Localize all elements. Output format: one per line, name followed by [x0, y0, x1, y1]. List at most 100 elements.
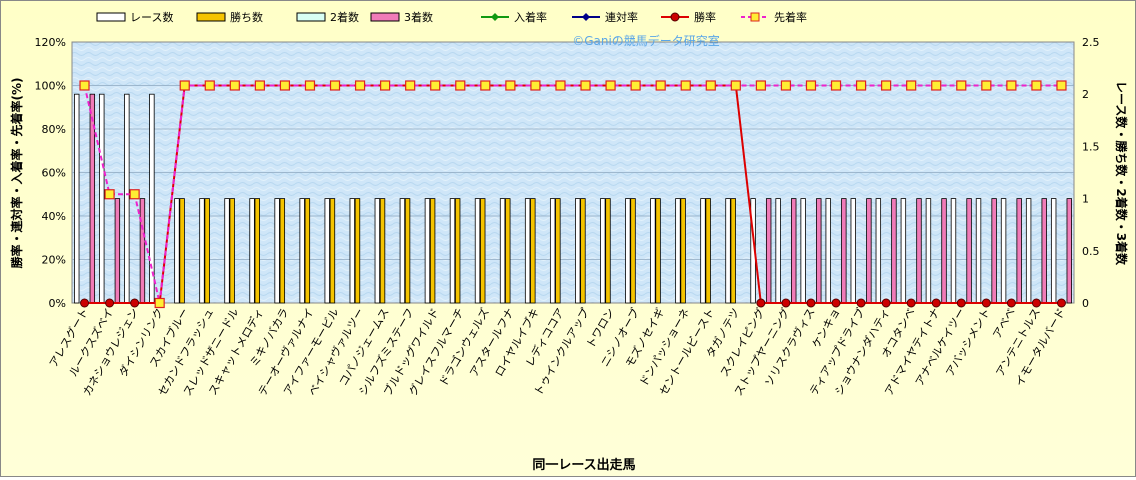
bar-レース数	[650, 198, 656, 304]
bar-勝ち数	[379, 198, 386, 304]
bar-レース数	[975, 198, 982, 304]
bar-3着数	[866, 198, 872, 304]
point-勝率	[756, 298, 766, 308]
point-先着率	[705, 80, 716, 91]
bar-勝ち数	[680, 198, 686, 304]
point-先着率	[956, 80, 967, 91]
bar-レース数	[399, 198, 406, 304]
bar-3着数	[941, 198, 947, 304]
bar-レース数	[249, 198, 255, 304]
bar-レース数	[600, 198, 606, 304]
point-先着率	[480, 80, 491, 91]
bar-勝ち数	[705, 198, 711, 304]
point-先着率	[329, 80, 341, 91]
point-先着率	[405, 80, 416, 91]
point-先着率	[254, 80, 265, 91]
right-tick-label: 2	[1082, 88, 1089, 101]
bar-レース数	[224, 198, 230, 304]
point-先着率	[580, 80, 591, 91]
bar-勝ち数	[279, 198, 286, 304]
bar-3着数	[891, 198, 897, 304]
bar-勝ち数	[329, 198, 336, 304]
bar-レース数	[950, 198, 957, 304]
legend-swatch	[96, 12, 126, 22]
point-先着率	[129, 189, 140, 200]
point-勝率	[881, 298, 891, 308]
bar-レース数	[850, 198, 856, 304]
point-先着率	[805, 80, 817, 91]
point-先着率	[881, 80, 892, 91]
bar-3着数	[114, 198, 121, 304]
bar-3着数	[791, 198, 797, 304]
point-先着率	[730, 80, 741, 91]
point-先着率	[605, 80, 616, 91]
bar-勝ち数	[480, 198, 486, 304]
y-axis-label-left: 勝率・連対率・入着率・先着率(%)	[9, 78, 24, 269]
point-先着率	[455, 80, 466, 91]
right-tick-label: 2.5	[1082, 36, 1100, 49]
bar-3着数	[139, 198, 146, 304]
bar-3着数	[1041, 198, 1047, 304]
bar-勝ち数	[555, 198, 561, 304]
point-先着率	[279, 80, 291, 91]
legend-swatch	[296, 12, 326, 22]
left-tick-label: 120%	[35, 36, 66, 49]
point-先着率	[79, 80, 90, 91]
bar-3着数	[1016, 198, 1022, 304]
point-先着率	[630, 80, 641, 91]
bar-勝ち数	[304, 198, 311, 304]
point-先着率	[530, 80, 541, 91]
bar-勝ち数	[580, 198, 586, 304]
left-tick-label: 40%	[42, 210, 66, 223]
legend-label: 3着数	[404, 10, 433, 24]
bar-レース数	[424, 198, 431, 304]
bar-レース数	[775, 198, 781, 304]
bar-レース数	[374, 198, 381, 304]
right-tick-label: 1.5	[1082, 140, 1100, 153]
left-tick-label: 60%	[42, 167, 66, 180]
bar-勝ち数	[404, 198, 411, 304]
legend-swatch	[196, 12, 226, 22]
left-tick-label: 80%	[42, 123, 66, 136]
point-先着率	[430, 80, 441, 91]
point-先着率	[1006, 80, 1017, 91]
point-勝率	[856, 298, 866, 308]
bar-3着数	[1066, 198, 1072, 304]
bar-レース数	[274, 198, 280, 304]
bar-勝ち数	[454, 198, 461, 304]
left-tick-label: 0%	[49, 297, 66, 310]
bar-3着数	[841, 198, 847, 304]
bar-レース数	[324, 198, 330, 304]
legend-label: 連対率	[605, 10, 638, 24]
point-先着率	[655, 80, 666, 91]
y-axis-label-right: レース数・勝ち数・2着数・3着数	[1114, 81, 1129, 266]
point-先着率	[354, 80, 366, 91]
point-先着率	[380, 80, 391, 91]
point-勝率	[105, 298, 115, 308]
point-先着率	[780, 80, 792, 91]
bar-レース数	[725, 198, 731, 304]
x-axis-tick-labels: アレスグートルークスズベイカネショウレジェンダイシンリンクスカイブルーセカンドフ…	[46, 306, 1068, 399]
point-先着率	[304, 80, 316, 91]
point-先着率	[1056, 80, 1067, 91]
point-先着率	[755, 80, 766, 91]
bar-3着数	[816, 198, 822, 304]
point-先着率	[830, 80, 842, 91]
bar-勝ち数	[429, 198, 436, 304]
bar-レース数	[499, 198, 506, 304]
bar-3着数	[966, 198, 972, 304]
bar-レース数	[1025, 198, 1032, 304]
bar-勝ち数	[505, 198, 511, 304]
bar-レース数	[675, 198, 681, 304]
bar-勝ち数	[354, 198, 361, 304]
bar-レース数	[825, 198, 831, 304]
bar-レース数	[474, 198, 481, 304]
point-勝率	[906, 298, 916, 308]
point-先着率	[204, 80, 215, 91]
legend-label: 2着数	[330, 10, 359, 24]
right-tick-label: 0	[1082, 297, 1089, 310]
legend-label: 先着率	[774, 10, 807, 24]
point-先着率	[179, 80, 190, 91]
point-先着率	[104, 189, 115, 200]
